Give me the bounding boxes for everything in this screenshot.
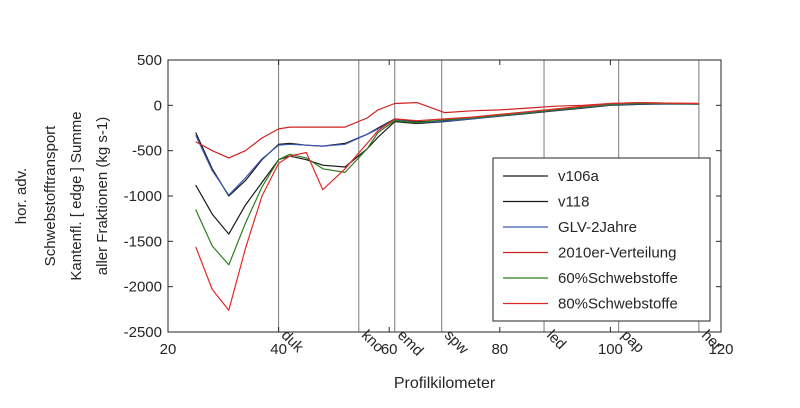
x-tick-label: 20 [160,341,177,358]
x-axis-label: Profilkilometer [394,375,496,392]
series-line-5 [195,102,699,266]
legend-label: 60%Schwebstoffe [558,270,678,287]
series-lines [195,101,699,311]
y-axis-label-line: hor. adv. [13,168,30,224]
y-axis-label: hor. adv. Schwebstofftransport Kantenfl. [… [13,111,111,280]
legend: v106a v118 GLV-2Jahre 2010er-Verteilung 60%S… [492,157,711,322]
y-tick-label: 500 [137,52,162,69]
y-axis-label-line: aller Fraktionen (kg s-1) [94,117,111,275]
x-tick-label: 60 [381,341,398,358]
y-axis: 500 0 -500 -1000 -1500 -2000 -2500 [124,52,721,341]
y-tick-label: -1500 [124,233,162,250]
series-line-6 [195,101,699,311]
y-tick-label: -500 [132,143,162,160]
legend-label: v118 [558,194,589,211]
x-tick-label: 120 [708,341,733,358]
legend-label: GLV-2Jahre [558,219,637,236]
y-axis-label-line: Kantenfl. [ edge ] Summe [68,111,85,280]
x-tick-label: 80 [491,341,508,358]
x-axis: 20 40 60 80 100 120 [160,60,734,358]
y-tick-label: -2500 [124,324,162,341]
y-axis-label-line: Schwebstofftransport [42,125,59,266]
legend-box [492,157,711,322]
y-tick-label: -2000 [124,279,162,296]
y-tick-label: -1000 [124,188,162,205]
x-tick-label: 40 [270,341,287,358]
legend-label: v106a [558,168,600,185]
series-line-4 [195,101,699,159]
legend-label: 2010er-Verteilung [558,245,676,262]
legend-label: 80%Schwebstoffe [558,296,678,313]
x-tick-label: 100 [598,341,623,358]
y-tick-label: 0 [154,97,162,114]
